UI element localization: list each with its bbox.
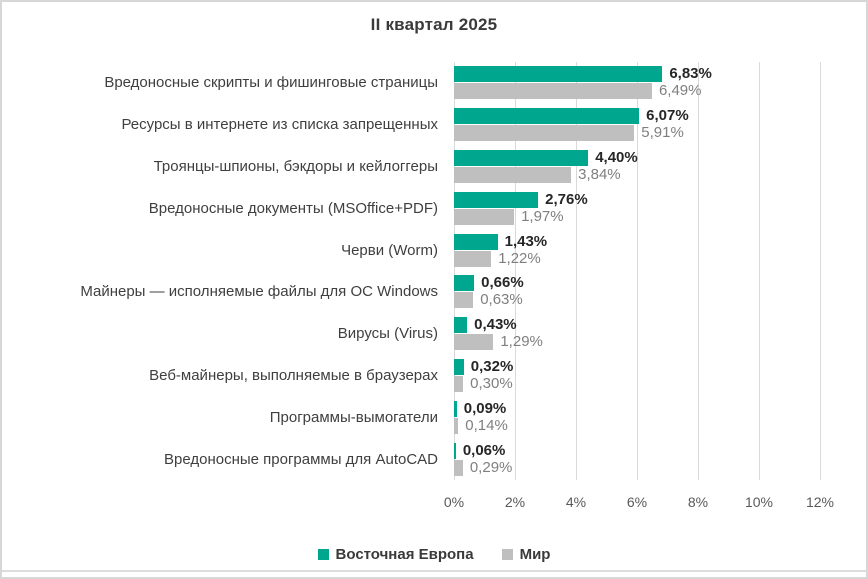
bar-row: 1,43% 1,22% — [454, 229, 820, 271]
bar-eastern-europe — [454, 149, 589, 166]
bar-eastern-europe — [454, 358, 464, 375]
gridline-4pct — [576, 62, 577, 480]
bar-eastern-europe — [454, 66, 663, 83]
value-world: 1,97% — [521, 207, 564, 225]
value-world: 0,14% — [465, 416, 508, 434]
x-tick-label: 10% — [744, 494, 774, 510]
category-label: Вирусы (Virus) — [337, 325, 438, 343]
bar-row: 0,32% 0,30% — [454, 355, 820, 397]
gridline-12pct — [820, 62, 821, 480]
gridline-10pct — [759, 62, 760, 480]
x-tick-label: 8% — [687, 494, 709, 510]
bar-world — [454, 208, 515, 225]
gridline-2pct — [515, 62, 516, 480]
bar-row: 6,83% 6,49% — [454, 62, 820, 104]
category-label: Программы-вымогатели — [269, 408, 438, 426]
bar-row: 0,43% 1,29% — [454, 313, 820, 355]
category-axis: Вредоносные скрипты и фишинговые страниц… — [10, 62, 446, 478]
legend-item-eastern-europe: Восточная Европа — [317, 546, 474, 563]
value-world: 1,29% — [500, 333, 543, 351]
value-eastern-europe: 0,43% — [474, 316, 517, 334]
value-eastern-europe: 4,40% — [595, 148, 638, 166]
category-label: Майнеры — исполняемые файлы для ОС Windo… — [80, 283, 438, 301]
bar-eastern-europe — [454, 400, 457, 417]
legend-label: Восточная Европа — [335, 546, 474, 563]
bar-world — [454, 250, 492, 267]
category-label: Вредоносные скрипты и фишинговые страниц… — [104, 74, 438, 92]
bar-row: 6,07% 5,91% — [454, 104, 820, 146]
value-eastern-europe: 2,76% — [545, 190, 588, 208]
gridline-8pct — [698, 62, 699, 480]
bar-world — [454, 83, 652, 100]
value-world: 6,49% — [658, 82, 702, 100]
value-world: 0,29% — [469, 458, 513, 476]
bar-eastern-europe — [454, 442, 456, 459]
legend-label: Мир — [519, 546, 551, 563]
category-label: Ресурсы в интернете из списка запрещенны… — [121, 116, 438, 134]
x-tick-label: 6% — [626, 494, 648, 510]
gridline-0pct — [454, 62, 455, 480]
plot-area: 6,83% 6,49% 6,07% 5,91% 4,40% 3,84% 2,76% 1,97%… — [454, 62, 821, 480]
bar-row: 0,06% 0,29% — [454, 438, 820, 480]
x-tick-label: 12% — [805, 494, 835, 510]
category-label: Троянцы-шпионы, бэкдоры и кейлоггеры — [153, 157, 438, 175]
value-world: 0,63% — [480, 291, 523, 309]
value-world: 3,84% — [578, 165, 621, 183]
legend-item-world: Мир — [501, 546, 551, 563]
value-eastern-europe: 6,83% — [669, 65, 712, 83]
bar-eastern-europe — [454, 233, 498, 250]
bottom-divider — [2, 570, 866, 572]
bar-world — [454, 292, 474, 309]
bar-world — [454, 375, 464, 392]
bar-eastern-europe — [454, 317, 468, 334]
bar-world — [454, 334, 494, 351]
x-axis: 0% 2% 4% 6% 8% 10% 12% — [444, 494, 834, 512]
x-tick-label: 0% — [443, 494, 465, 510]
bar-row: 0,66% 0,63% — [454, 271, 820, 313]
category-label: Веб-майнеры, выполняемые в браузерах — [149, 366, 438, 384]
legend: Восточная Европа Мир — [2, 546, 866, 563]
bar-world — [454, 166, 572, 183]
bar-world — [454, 459, 463, 476]
legend-swatch-icon — [317, 549, 329, 560]
value-eastern-europe: 6,07% — [646, 107, 689, 125]
category-label: Черви (Worm) — [341, 241, 438, 259]
gridline-6pct — [637, 62, 638, 480]
value-eastern-europe: 0,09% — [463, 399, 507, 417]
value-world: 1,22% — [498, 249, 541, 267]
value-eastern-europe: 0,66% — [481, 274, 524, 292]
legend-swatch-icon — [501, 549, 513, 560]
bar-eastern-europe — [454, 191, 539, 208]
bar-row: 0,09% 0,14% — [454, 396, 820, 438]
chart-title: II квартал 2025 — [370, 15, 498, 34]
value-eastern-europe: 0,06% — [462, 441, 506, 459]
bar-row: 4,40% 3,84% — [454, 146, 820, 188]
bar-row: 2,76% 1,97% — [454, 187, 820, 229]
value-eastern-europe: 0,32% — [470, 357, 514, 375]
category-label: Вредоносные документы (MSOffice+PDF) — [148, 199, 438, 217]
bar-eastern-europe — [454, 108, 640, 125]
x-tick-label: 2% — [504, 494, 526, 510]
value-eastern-europe: 1,43% — [504, 232, 548, 250]
category-label: Вредоносные программы для AutoCAD — [163, 450, 438, 468]
bar-eastern-europe — [454, 275, 475, 292]
x-tick-label: 4% — [565, 494, 587, 510]
bar-world — [454, 417, 459, 434]
bar-world — [454, 125, 635, 142]
value-world: 0,30% — [470, 374, 513, 392]
value-world: 5,91% — [641, 124, 684, 142]
